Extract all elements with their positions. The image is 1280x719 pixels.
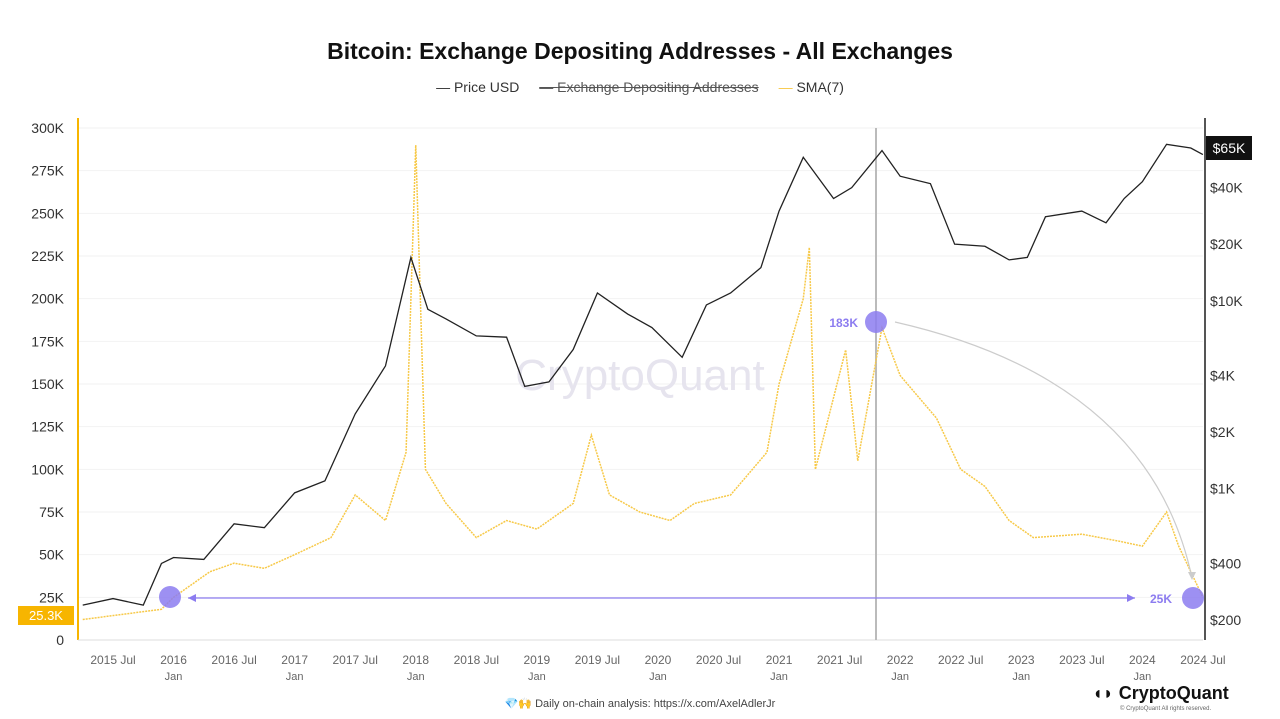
y-tick-left: 175K: [31, 333, 64, 349]
x-tick: 2022 Jul: [938, 653, 983, 667]
x-tick: 2018 Jul: [454, 653, 499, 667]
marker-peak: [865, 311, 887, 333]
brand-name: CryptoQuant: [1118, 683, 1229, 703]
low-label: 25K: [1150, 592, 1172, 606]
x-tick: 2019 Jul: [575, 653, 620, 667]
x-tick: 2021 Jul: [817, 653, 862, 667]
watermark: CryptoQuant: [515, 351, 764, 400]
x-tick: 2020: [645, 653, 672, 667]
x-tick: 2016 Jul: [211, 653, 256, 667]
x-tick-sub: Jan: [528, 671, 546, 683]
y-tick-left: 300K: [31, 120, 64, 136]
legend-addresses[interactable]: — Exchange Depositing Addresses: [539, 79, 759, 95]
x-tick-sub: Jan: [770, 671, 788, 683]
current-right-badge: [1206, 136, 1252, 160]
x-tick: 2018: [402, 653, 429, 667]
x-tick: 2022: [887, 653, 914, 667]
y-tick-left: 125K: [31, 419, 64, 435]
y-tick-right: $2K: [1210, 424, 1236, 440]
legend: — Price USD — Exchange Depositing Addres…: [0, 79, 1280, 95]
price-line: [82, 143, 1204, 606]
y-tick-left: 0: [56, 632, 64, 648]
x-tick: 2020 Jul: [696, 653, 741, 667]
y-tick-right: $10K: [1210, 293, 1243, 309]
current-right-value: $65K: [1213, 140, 1246, 156]
curve-arrow: [894, 321, 1193, 579]
x-tick: 2015 Jul: [90, 653, 135, 667]
x-tick: 2023: [1008, 653, 1035, 667]
x-tick: 2023 Jul: [1059, 653, 1104, 667]
y-tick-left: 100K: [31, 461, 64, 477]
marker-low: [1182, 587, 1204, 609]
current-left-badge: [18, 606, 74, 625]
sma7-line: [82, 145, 1204, 621]
y-tick-right: $200: [1210, 612, 1241, 628]
y-tick-right: $40K: [1210, 180, 1243, 196]
legend-sma-label: SMA(7): [796, 79, 844, 95]
x-tick-sub: Jan: [649, 671, 667, 683]
x-tick-sub: Jan: [891, 671, 909, 683]
copyright: © CryptoQuant All rights reserved.: [1120, 706, 1212, 712]
y-tick-left: 225K: [31, 248, 64, 264]
x-tick: 2016: [160, 653, 187, 667]
legend-sma[interactable]: — SMA(7): [778, 79, 844, 95]
x-tick-sub: Jan: [407, 671, 425, 683]
y-tick-left: 250K: [31, 205, 64, 221]
curve-arrow-head: [1188, 572, 1196, 580]
x-tick: 2019: [523, 653, 550, 667]
x-tick: 2024 Jul: [1180, 653, 1225, 667]
y-tick-right: $20K: [1210, 236, 1243, 252]
peak-label: 183K: [829, 316, 858, 330]
y-tick-left: 75K: [39, 504, 65, 520]
x-tick-sub: Jan: [165, 671, 183, 683]
y-tick-right: $1K: [1210, 481, 1236, 497]
current-left-value: 25.3K: [29, 608, 63, 623]
y-tick-left: 25K: [39, 589, 65, 605]
x-tick-sub: Jan: [1133, 671, 1151, 683]
legend-addresses-label: Exchange Depositing Addresses: [557, 79, 759, 95]
y-tick-right: $4K: [1210, 368, 1236, 384]
x-tick: 2017: [281, 653, 308, 667]
legend-price[interactable]: — Price USD: [436, 79, 520, 95]
chart-title: Bitcoin: Exchange Depositing Addresses -…: [327, 38, 953, 64]
brand-logo: ◖◗ CryptoQuant: [1092, 683, 1229, 703]
y-tick-right: $400: [1210, 555, 1241, 571]
y-tick-left: 150K: [31, 376, 64, 392]
x-tick: 2017 Jul: [333, 653, 378, 667]
x-tick-sub: Jan: [1012, 671, 1030, 683]
marker-start: [159, 586, 181, 608]
y-tick-left: 200K: [31, 291, 64, 307]
x-tick-sub: Jan: [286, 671, 304, 683]
y-tick-left: 50K: [39, 547, 65, 563]
x-tick: 2024: [1129, 653, 1156, 667]
legend-price-label: Price USD: [453, 79, 520, 95]
y-tick-left: 275K: [31, 163, 64, 179]
x-tick: 2021: [766, 653, 793, 667]
